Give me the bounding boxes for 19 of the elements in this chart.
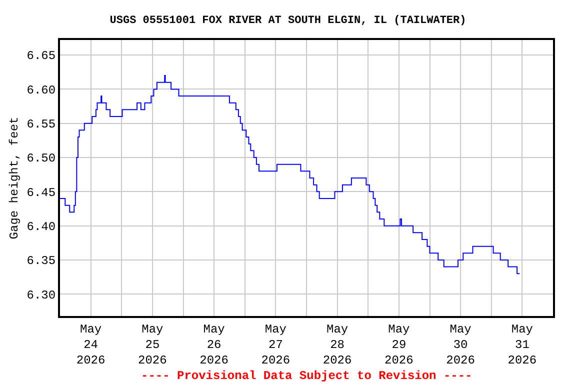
x-tick-label: May 29 2026	[384, 322, 414, 368]
x-tick-label: May 26 2026	[200, 322, 228, 368]
chart-title: USGS 05551001 FOX RIVER AT SOUTH ELGIN, IL (TAILWATER)	[110, 15, 466, 28]
x-tick-label: May 31 2026	[508, 322, 537, 368]
x-tick-label: May 25 2026	[138, 322, 167, 368]
y-tick-label: 6.60	[26, 83, 56, 98]
text: ---- Provisional Data Subject to Revision ----	[141, 369, 472, 383]
y-tick-label: 6.45	[26, 186, 56, 200]
y-tick-label: 6.50	[26, 152, 56, 166]
x-tick-label: May 30 2026	[446, 322, 475, 368]
x-tick-label: May 24 2026	[76, 322, 106, 368]
y-tick-label: 6.40	[26, 220, 56, 234]
y-tick-label: 6.55	[26, 118, 56, 132]
y-tick-label: 6.65	[26, 49, 56, 64]
y-axis-title: Gage height, feet	[8, 116, 22, 240]
x-tick-label: May 27 2026	[261, 322, 290, 368]
y-tick-label: 6.35	[26, 254, 56, 268]
x-tick-label: May 28 2026	[322, 322, 352, 368]
y-tick-label: 6.30	[26, 288, 56, 302]
